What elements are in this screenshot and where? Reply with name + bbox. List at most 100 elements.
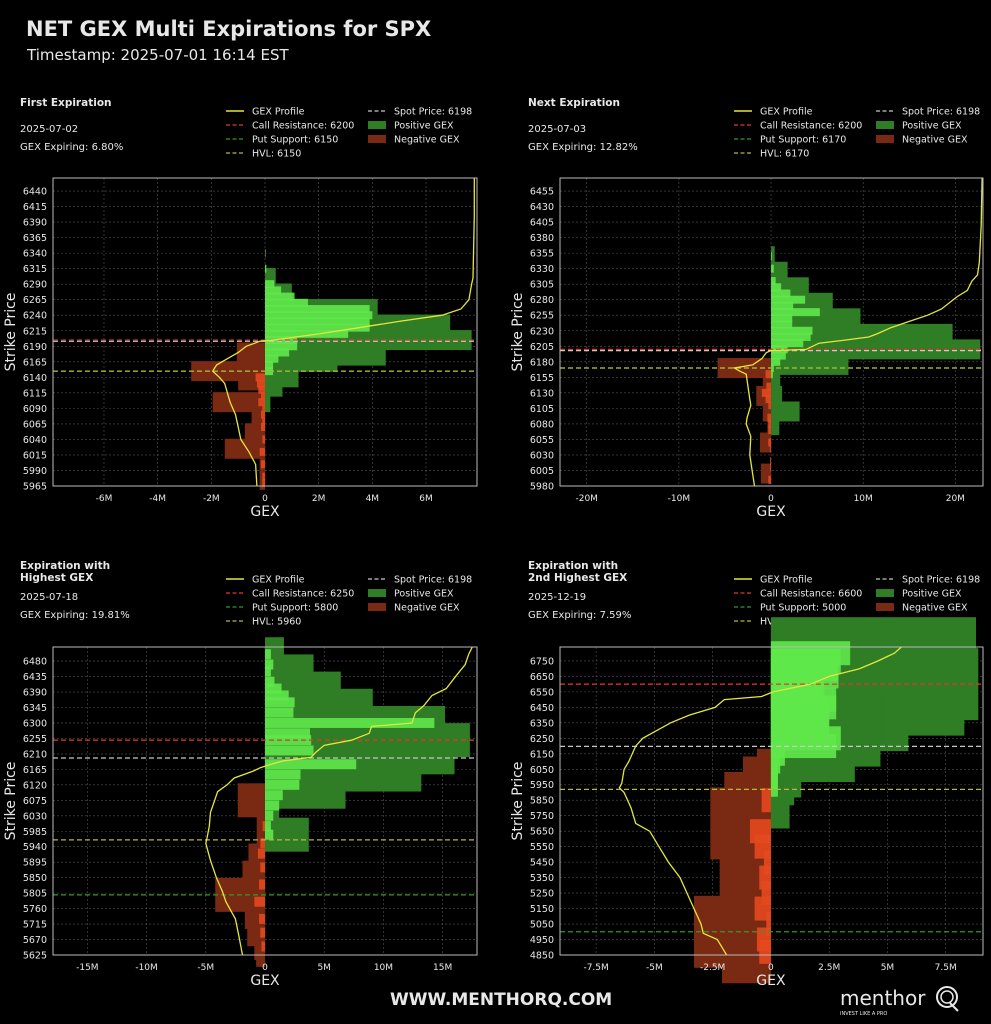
- panel-title: Expiration with: [528, 560, 618, 572]
- negative-gex-bar: [760, 463, 772, 484]
- axes-frame: [52, 646, 478, 956]
- y-tick-label: 5670: [23, 935, 47, 946]
- positive-gex-bar: [771, 370, 781, 391]
- panels: First Expiration 2025-07-02 GEX Expiring: …: [3, 97, 984, 989]
- website-link[interactable]: WWW.MENTHORQ.COM: [390, 990, 612, 1010]
- negative-gex-bar: [212, 392, 265, 413]
- y-tick-label: 6050: [530, 765, 554, 776]
- legend-swatch-icon: [876, 589, 894, 597]
- logo-tagline: INVEST LIKE A PRO: [840, 1011, 887, 1017]
- y-tick-label: 6230: [530, 326, 554, 337]
- legend-label: Spot Price: 6198: [902, 575, 980, 586]
- gex-expiring: GEX Expiring: 7.59%: [528, 610, 631, 621]
- negative-gex-bar: [254, 896, 265, 907]
- x-tick-label: 10M: [374, 963, 393, 973]
- negative-gex-bar: [770, 457, 772, 466]
- legend-item: Positive GEX: [876, 121, 962, 132]
- bars: [694, 617, 979, 984]
- y-tick-label: 6390: [23, 688, 47, 699]
- x-tick-label: 0: [262, 963, 268, 973]
- positive-gex-bar: [265, 360, 274, 369]
- y-tick-label: 6005: [530, 466, 554, 477]
- x-tick-label: 0: [262, 494, 268, 504]
- positive-gex-bar: [265, 666, 271, 677]
- y-tick-label: 6165: [23, 765, 47, 776]
- y-tick-label: 6365: [23, 233, 47, 244]
- y-tick-label: 6435: [23, 672, 47, 683]
- x-tick-label: 5M: [881, 963, 895, 973]
- negative-gex-bar: [761, 881, 771, 906]
- y-tick-label: 6080: [530, 419, 554, 430]
- positive-gex-bar: [771, 323, 953, 344]
- axes-frame: [52, 177, 478, 487]
- negative-gex-bar: [262, 478, 265, 487]
- negative-gex-bar: [224, 438, 265, 459]
- negative-gex-bar: [260, 862, 265, 873]
- legend: GEX Profile Call Resistance: 6200 Put Supp…: [734, 107, 980, 160]
- positive-gex-bar: [771, 261, 788, 282]
- y-tick-label: 6280: [530, 295, 554, 306]
- positive-gex-bar: [265, 707, 294, 718]
- legend-label: GEX Profile: [760, 107, 813, 118]
- positive-gex-bar: [265, 769, 301, 780]
- x-tick-label: 2M: [312, 494, 326, 504]
- y-tick-label: 6015: [23, 450, 47, 461]
- legend-item: Negative GEX: [876, 135, 968, 146]
- x-tick-label: 4M: [366, 494, 380, 504]
- axes-frame: [559, 177, 984, 487]
- negative-gex-bar: [261, 941, 265, 952]
- legend-label: HVL: 6150: [252, 149, 301, 160]
- expiration-date: 2025-12-19: [528, 592, 586, 603]
- legend-label: Call Resistance: 6200: [760, 121, 862, 132]
- positive-gex-bar: [265, 790, 283, 801]
- y-axis-label: Strike Price: [510, 293, 526, 372]
- bars: [215, 637, 470, 967]
- y-tick-label: 6210: [23, 749, 47, 760]
- y-tick-label: 6405: [530, 218, 554, 229]
- x-tick-label: 2.5M: [818, 963, 840, 973]
- y-tick-label: 6480: [23, 657, 47, 668]
- timestamp: Timestamp: 2025-07-01 16:14 EST: [26, 46, 289, 64]
- y-tick-label: 5940: [23, 842, 47, 853]
- y-tick-label: 6140: [23, 373, 47, 384]
- legend-item: Negative GEX: [876, 603, 968, 614]
- y-tick-label: 6265: [23, 295, 47, 306]
- x-tick-label: 0: [768, 963, 774, 973]
- gex-expiring: GEX Expiring: 6.80%: [20, 142, 123, 153]
- legend-swatch-icon: [368, 135, 386, 143]
- panel-title: Highest GEX: [20, 572, 93, 584]
- legend-label: Put Support: 6170: [760, 135, 846, 146]
- y-tick-label: 6355: [530, 249, 554, 260]
- y-tick-label: 5450: [530, 858, 554, 869]
- negative-gex-bar: [256, 379, 265, 388]
- y-tick-label: 6255: [530, 311, 554, 322]
- y-tick-label: 6055: [530, 435, 554, 446]
- positive-gex-bar: [771, 289, 791, 298]
- negative-gex-bar: [236, 342, 265, 363]
- negative-gex-bar: [768, 401, 772, 410]
- y-tick-label: 6115: [23, 388, 47, 399]
- x-tick-label: -4M: [149, 494, 166, 504]
- positive-gex-bar: [771, 326, 813, 335]
- x-tick-label: 10M: [854, 494, 873, 504]
- x-tick-label: -2.5M: [700, 963, 725, 973]
- positive-gex-bar: [771, 308, 820, 317]
- positive-gex-bar: [265, 829, 274, 840]
- positive-gex-bar: [770, 749, 781, 774]
- positive-gex-bar: [265, 779, 300, 790]
- panel-title: Next Expiration: [528, 97, 620, 109]
- y-tick-label: 6030: [530, 450, 554, 461]
- y-tick-label: 5650: [530, 827, 554, 838]
- positive-gex-bar: [265, 305, 370, 314]
- positive-gex-bar: [265, 376, 283, 397]
- legend-label: Put Support: 5800: [252, 603, 338, 614]
- legend-label: Spot Price: 6198: [902, 107, 980, 118]
- positive-gex-bar: [265, 249, 266, 258]
- positive-gex-bar: [771, 246, 775, 267]
- y-tick-label: 6215: [23, 326, 47, 337]
- positive-gex-bar: [771, 357, 781, 366]
- legend-item: HVL: 6170: [734, 149, 809, 160]
- legend-swatch-icon: [368, 603, 386, 611]
- y-tick-label: 6650: [530, 672, 554, 683]
- positive-gex-bar: [265, 697, 295, 708]
